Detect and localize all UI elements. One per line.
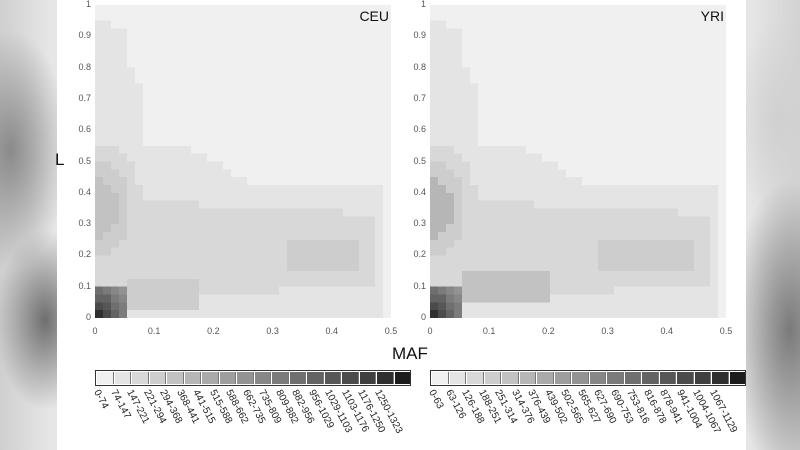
y-tick: 0 [85, 312, 91, 322]
legend-swatch [342, 372, 359, 384]
legend-swatch [394, 372, 410, 384]
y-tick: 0.3 [413, 218, 426, 229]
y-tick: 0.9 [78, 30, 91, 41]
x-tick: 0.5 [719, 326, 733, 336]
legend-swatch [484, 372, 501, 384]
legend-swatch [202, 372, 219, 384]
y-tick: 0.7 [413, 92, 426, 103]
legend-swatch [184, 372, 201, 384]
figure-panel: L CEU 0 0.1 0.2 0.3 0.4 0.5 0.6 0.7 0.8 0.9 1 0 0.1… [55, 0, 746, 450]
x-tick: 0.1 [147, 326, 161, 336]
legend-swatch [729, 372, 745, 384]
x-tick: 0.4 [325, 326, 339, 336]
x-tick: 0.1 [482, 326, 496, 336]
legend-labels-yri: 0-63 63-126 126-188 188-251 251-314 314-376 37… [426, 388, 738, 448]
legend-swatch [324, 372, 341, 384]
legend-swatch [237, 372, 254, 384]
heatmap-cells-ceu [95, 5, 391, 318]
legend-swatch [254, 372, 271, 384]
legend-label: 0-63 [426, 388, 446, 411]
legend-swatch [289, 372, 306, 384]
legend-swatch [377, 372, 394, 384]
legend-swatch [167, 372, 184, 384]
legend-swatch [694, 372, 711, 384]
legend-swatch [659, 372, 676, 384]
y-axis-label: L [55, 150, 65, 169]
legend-swatch [432, 372, 449, 384]
plot-title-ceu: CEU [359, 8, 389, 24]
legend-swatch [712, 372, 729, 384]
legend-swatch [519, 372, 536, 384]
legend-swatch [149, 372, 166, 384]
x-axis-label: MAF [392, 344, 428, 363]
x-tick: 0.3 [601, 326, 614, 336]
plot-title-yri: YRI [700, 8, 724, 24]
color-legend-ceu [95, 370, 411, 386]
y-tick: 0.8 [413, 61, 426, 72]
y-tick: 1 [85, 0, 91, 9]
x-tick: 0.2 [542, 326, 555, 336]
y-tick: 0.4 [413, 186, 426, 197]
legend-swatch [624, 372, 641, 384]
y-tick: 0 [420, 312, 426, 322]
legend-swatch [502, 372, 519, 384]
x-tick: 0 [427, 326, 433, 336]
legend-swatch [467, 372, 484, 384]
legend-swatch [449, 372, 466, 384]
heatmap-yri: YRI [430, 5, 726, 318]
legend-swatch [589, 372, 606, 384]
legend-swatch [97, 372, 114, 384]
legend-swatch [359, 372, 376, 384]
y-tick: 0.6 [413, 124, 426, 135]
legend-swatch [572, 372, 589, 384]
legend-swatch [219, 372, 236, 384]
x-tick: 0.5 [384, 326, 398, 336]
heatmap-cells-yri [430, 5, 726, 318]
legend-swatch [537, 372, 554, 384]
legend-label: 0-74 [91, 388, 111, 411]
y-tick: 0.2 [78, 249, 91, 260]
y-tick: 0.1 [413, 280, 426, 291]
y-tick: 0.5 [78, 155, 91, 166]
y-tick: 1 [420, 0, 426, 9]
legend-labels-ceu: 0-74 74-147 147-221 221-294 294-368 368-441 44… [91, 388, 404, 448]
y-tick: 0.3 [78, 218, 91, 229]
x-tick: 0 [92, 326, 98, 336]
legend-swatch [642, 372, 659, 384]
y-tick: 0.6 [78, 124, 91, 135]
x-tick: 0.3 [266, 326, 279, 336]
y-tick: 0.8 [78, 61, 91, 72]
color-legend-yri [430, 370, 746, 386]
legend-swatch [677, 372, 694, 384]
legend-swatch [132, 372, 149, 384]
y-tick: 0.9 [413, 30, 426, 41]
y-tick: 0.1 [78, 280, 91, 291]
x-tick: 0.2 [207, 326, 220, 336]
y-tick: 0.5 [413, 155, 426, 166]
heatmap-ceu: CEU [95, 5, 391, 318]
legend-swatch [114, 372, 131, 384]
y-tick: 0.7 [78, 92, 91, 103]
y-tick: 0.4 [78, 186, 91, 197]
legend-swatch [272, 372, 289, 384]
x-tick: 0.4 [660, 326, 674, 336]
legend-swatch [307, 372, 324, 384]
legend-swatch [607, 372, 624, 384]
legend-swatch [554, 372, 571, 384]
y-tick: 0.2 [413, 249, 426, 260]
